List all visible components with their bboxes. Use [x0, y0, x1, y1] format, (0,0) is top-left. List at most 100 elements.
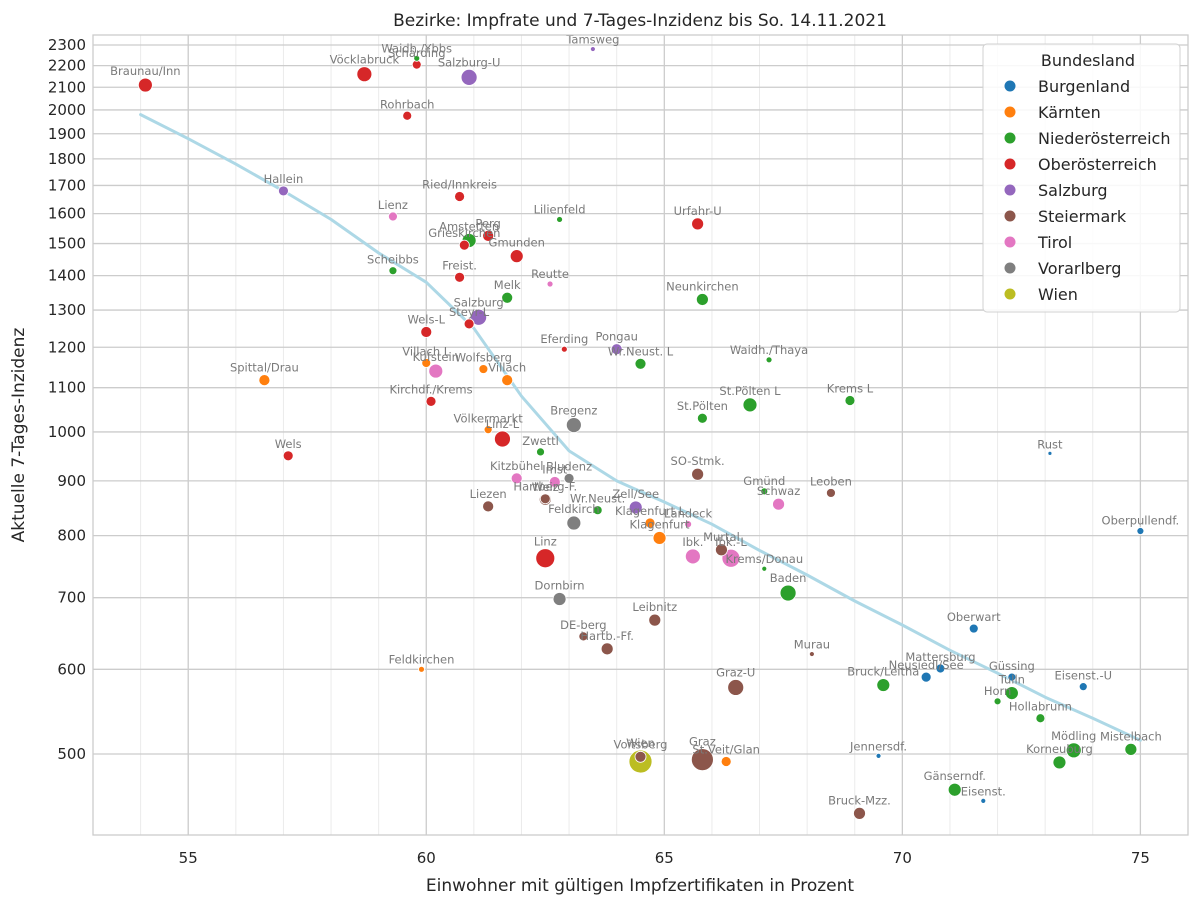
data-point — [494, 430, 511, 448]
data-point-label: Leoben — [810, 474, 852, 488]
data-point — [935, 663, 946, 674]
data-point — [402, 110, 413, 121]
data-point — [483, 425, 493, 435]
legend-marker — [1004, 158, 1016, 170]
data-point — [454, 271, 465, 283]
y-tick-label: 1700 — [48, 176, 86, 194]
data-point — [501, 291, 514, 304]
data-point-label: Lienz — [378, 198, 408, 212]
data-point — [652, 531, 667, 545]
data-point-label: Krems/Donau — [725, 552, 803, 566]
data-point-label: Murtal — [703, 530, 740, 544]
data-point-label: Mattersburg — [905, 650, 975, 664]
data-points — [137, 46, 1145, 820]
data-point — [691, 217, 705, 231]
data-point — [282, 450, 294, 462]
y-tick-label: 2300 — [48, 36, 86, 54]
legend-marker — [1004, 262, 1016, 274]
y-tick-label: 2000 — [48, 101, 86, 119]
data-point-label: Salzburg — [454, 295, 504, 309]
data-point — [509, 249, 524, 264]
data-point — [560, 345, 568, 353]
y-tick-label: 1000 — [48, 423, 86, 441]
data-point-label: Spittal/Drau — [230, 361, 299, 375]
y-tick-label: 1400 — [48, 267, 86, 285]
data-point — [826, 488, 836, 498]
data-point-label: Melk — [494, 278, 521, 292]
data-point-label: Kirchdf./Krems — [389, 382, 472, 396]
data-point — [510, 472, 523, 485]
data-point — [742, 397, 758, 413]
data-point-label: Urfahr-U — [674, 204, 722, 218]
data-point-label: Kufstein — [413, 350, 459, 364]
data-point-label: Gmünd — [743, 474, 785, 488]
data-point — [137, 77, 153, 93]
data-point — [684, 548, 701, 565]
data-point-label: Hollabrunn — [1009, 700, 1072, 714]
legend-entry: Tirol — [1037, 233, 1072, 252]
data-point — [258, 374, 271, 387]
legend-marker — [1004, 210, 1016, 222]
data-point-label: Freist. — [442, 258, 477, 272]
data-point-label: Graz — [689, 735, 716, 749]
legend-entry: Steiermark — [1038, 207, 1127, 226]
data-point — [589, 46, 596, 52]
data-point-label: Krems L — [827, 382, 874, 396]
data-point-label: Villach L — [402, 345, 451, 359]
data-point — [388, 211, 398, 222]
data-point-label: Graz-U — [716, 665, 755, 679]
data-point-label: Dornbirn — [535, 579, 585, 593]
data-point-label: Korneuburg — [1026, 742, 1093, 756]
legend-marker — [1004, 288, 1016, 300]
y-axis-label: Aktuelle 7-Tages-Inzidenz — [9, 328, 29, 543]
data-point — [482, 230, 495, 242]
y-tick-label: 600 — [57, 660, 86, 678]
data-point-label: Schärding — [388, 46, 446, 60]
data-point — [634, 750, 647, 763]
y-tick-label: 1800 — [48, 150, 86, 168]
data-point-label: Gänserndf. — [924, 769, 986, 783]
data-point — [968, 623, 979, 634]
legend-marker — [1004, 80, 1016, 92]
data-point-label: Scheibbs — [367, 253, 419, 267]
data-point — [420, 326, 433, 338]
y-tick-label: 2200 — [48, 57, 86, 75]
data-point — [356, 66, 373, 83]
data-point-label: Klagenfurt — [630, 517, 691, 531]
data-point-label: Wr.Neust. — [570, 492, 625, 506]
data-point — [1136, 527, 1145, 535]
data-point — [844, 395, 856, 406]
data-point-label: Pongau — [595, 330, 638, 344]
data-point-label: Bruck/Leitha — [847, 665, 919, 679]
data-point-label: Ibk. — [682, 535, 703, 549]
data-point-label: Waidh./Thaya — [730, 343, 808, 357]
data-point-label: Braunau/Inn — [110, 64, 180, 78]
data-point-label: Perg — [475, 216, 500, 230]
data-point — [421, 358, 432, 368]
legend-entry: Kärnten — [1038, 103, 1101, 122]
data-point — [428, 363, 444, 379]
data-point-label: Jennersdf. — [849, 739, 907, 753]
data-point-label: Villach — [488, 361, 526, 375]
data-point-label: Hallein — [264, 172, 304, 186]
data-point-label: Murau — [794, 638, 830, 652]
data-point — [648, 613, 662, 627]
data-point-label: Salzburg-U — [438, 55, 501, 69]
data-point-label: Linz-L — [486, 417, 520, 431]
data-point-label: Hartb.-Ff. — [580, 629, 634, 643]
data-point — [463, 318, 475, 330]
legend: Bundesland Burgenland Kärnten Niederösterr… — [982, 43, 1181, 313]
data-point — [536, 447, 545, 457]
y-tick-label: 1900 — [48, 125, 86, 143]
data-point — [720, 756, 732, 767]
data-point-label: Horn — [984, 684, 1012, 698]
legend-marker — [1004, 184, 1016, 196]
data-point-label: Güssing — [989, 659, 1035, 673]
x-tick-label: 70 — [893, 849, 912, 867]
data-point-label: St.Pölten — [677, 399, 728, 413]
chart-title: Bezirke: Impfrate und 7-Tages-Inzidenz b… — [393, 11, 887, 31]
data-point — [853, 806, 866, 820]
data-point-label: Bludenz — [546, 459, 592, 473]
data-point — [695, 293, 709, 306]
data-point-label: Tamsweg — [565, 33, 619, 47]
